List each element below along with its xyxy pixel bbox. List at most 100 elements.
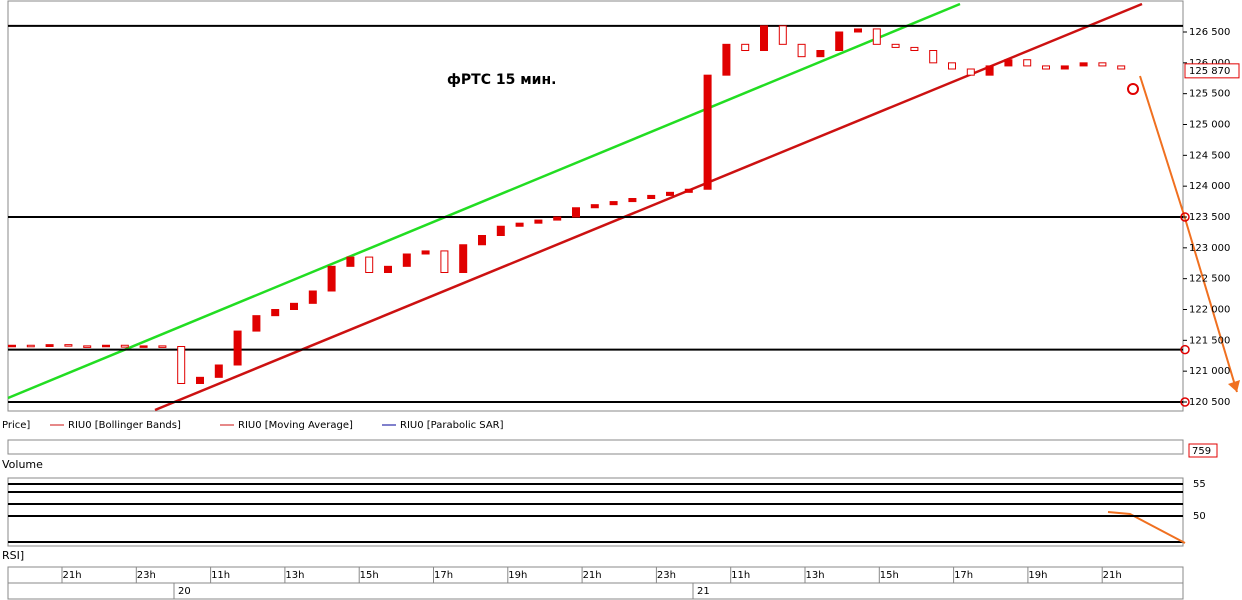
rsi-tick-label: 55 (1193, 479, 1206, 490)
candle (64, 344, 73, 347)
time-label: 19h (1028, 570, 1047, 581)
price-box (1184, 63, 1240, 79)
y-tick-label: 125 500 (1189, 89, 1230, 100)
y-tick-label: 126 500 (1189, 27, 1230, 38)
time-label: 17h (434, 570, 453, 581)
date-label: 21 (697, 586, 710, 597)
forecast-arrow (1139, 75, 1238, 393)
candle (440, 250, 449, 274)
legend-entry: RIU0 [Bollinger Bands] (68, 420, 181, 431)
time-label: 23h (137, 570, 156, 581)
candle (797, 43, 806, 58)
time-label: 21h (62, 570, 81, 581)
legend-entry: RIU0 [Moving Average] (238, 420, 353, 431)
candle (384, 265, 392, 274)
volume-pane (7, 439, 1184, 455)
candle (948, 62, 956, 70)
candle (308, 290, 317, 304)
candle (478, 235, 486, 246)
candle (45, 344, 54, 347)
candle (835, 31, 844, 51)
candle (647, 194, 656, 200)
rsi-forecast (1107, 511, 1186, 544)
chart-title: фРТС 15 мин. (447, 72, 556, 88)
price-pane (7, 0, 1184, 412)
level-marker (1180, 344, 1190, 355)
candle (1042, 65, 1050, 70)
candle (590, 204, 599, 209)
candle (346, 256, 355, 267)
y-tick-label: 120 500 (1189, 397, 1230, 408)
y-tick-label: 124 500 (1189, 150, 1230, 161)
y-tick-label: 122 500 (1189, 274, 1230, 285)
time-label: 21h (583, 570, 602, 581)
candle (816, 50, 825, 58)
candle (684, 188, 693, 193)
candle (196, 376, 204, 385)
volume-box (1188, 443, 1218, 458)
candle (609, 201, 618, 206)
candle (760, 25, 768, 51)
y-tick-label: 122 000 (1189, 305, 1230, 316)
candle (496, 225, 505, 236)
candle (985, 65, 994, 76)
time-label: 11h (211, 570, 230, 581)
candle (1117, 65, 1126, 70)
candle (572, 207, 580, 218)
candle (252, 315, 261, 332)
candle (553, 216, 562, 221)
trend-line-red (154, 2, 1143, 412)
y-tick-label: 124 000 (1189, 181, 1230, 192)
candle (421, 250, 430, 255)
candle (1079, 62, 1088, 67)
candle (402, 253, 411, 267)
candle (891, 43, 900, 48)
candle (177, 346, 186, 384)
date-label: 20 (178, 586, 191, 597)
candle (120, 344, 129, 348)
candle (628, 198, 637, 203)
candle (365, 256, 374, 274)
candle (290, 302, 298, 311)
legend-entry: RIU0 [Parabolic SAR] (400, 420, 504, 431)
time-label: 19h (508, 570, 527, 581)
arrow-head (1228, 380, 1240, 392)
time-label: 15h (880, 570, 899, 581)
candle (459, 244, 468, 273)
rsi-tick-label: 50 (1193, 511, 1206, 522)
candle (929, 50, 938, 64)
trend-line-green (7, 2, 961, 400)
candle (83, 345, 92, 348)
candle (158, 345, 167, 348)
candle (214, 364, 223, 378)
candle (139, 345, 148, 348)
candle (854, 28, 862, 33)
candle (666, 191, 674, 196)
legend-entry: Price] (2, 420, 30, 431)
level-marker (1180, 212, 1190, 222)
time-label: 13h (285, 570, 304, 581)
last-price: 125 870 (1189, 66, 1230, 77)
candle (26, 344, 35, 348)
time-label: 11h (731, 570, 750, 581)
candle (1098, 62, 1107, 67)
candle (910, 46, 919, 52)
y-tick-label: 123 000 (1189, 243, 1230, 254)
candle (722, 43, 731, 76)
candle (778, 25, 787, 45)
rsi-pane (7, 477, 1184, 547)
candle (1023, 59, 1032, 67)
candle (741, 43, 750, 51)
time-label: 21h (1103, 570, 1122, 581)
time-label: 17h (954, 570, 973, 581)
y-tick-label: 121 500 (1189, 335, 1230, 346)
y-tick-label: 123 500 (1189, 212, 1230, 223)
candle (1004, 59, 1013, 67)
pane-label: RSI] (2, 549, 24, 562)
time-label: 23h (657, 570, 676, 581)
level-marker (1180, 397, 1190, 407)
date-axis (7, 582, 1184, 600)
marker (1127, 83, 1139, 95)
